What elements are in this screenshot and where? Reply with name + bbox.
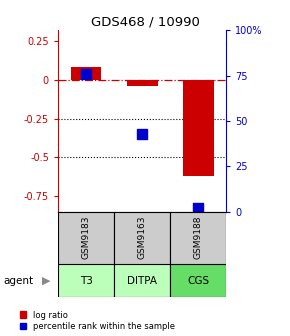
- Bar: [183, 80, 214, 176]
- Text: GSM9163: GSM9163: [137, 216, 147, 259]
- Bar: [58, 212, 114, 264]
- Point: [196, 205, 200, 211]
- Text: GSM9183: GSM9183: [81, 216, 90, 259]
- Bar: [170, 264, 226, 297]
- Bar: [170, 212, 226, 264]
- Text: agent: agent: [3, 276, 33, 286]
- Bar: [114, 264, 170, 297]
- Legend: log ratio, percentile rank within the sample: log ratio, percentile rank within the sa…: [19, 310, 176, 332]
- Point: [84, 71, 88, 77]
- Bar: [127, 80, 157, 86]
- Text: CGS: CGS: [187, 276, 209, 286]
- Text: GSM9188: GSM9188: [194, 216, 203, 259]
- Bar: [70, 68, 102, 80]
- Text: GDS468 / 10990: GDS468 / 10990: [90, 15, 200, 28]
- Text: T3: T3: [79, 276, 93, 286]
- Point: [140, 131, 144, 136]
- Bar: [58, 264, 114, 297]
- Text: ▶: ▶: [42, 276, 51, 286]
- Text: DITPA: DITPA: [127, 276, 157, 286]
- Bar: [114, 212, 170, 264]
